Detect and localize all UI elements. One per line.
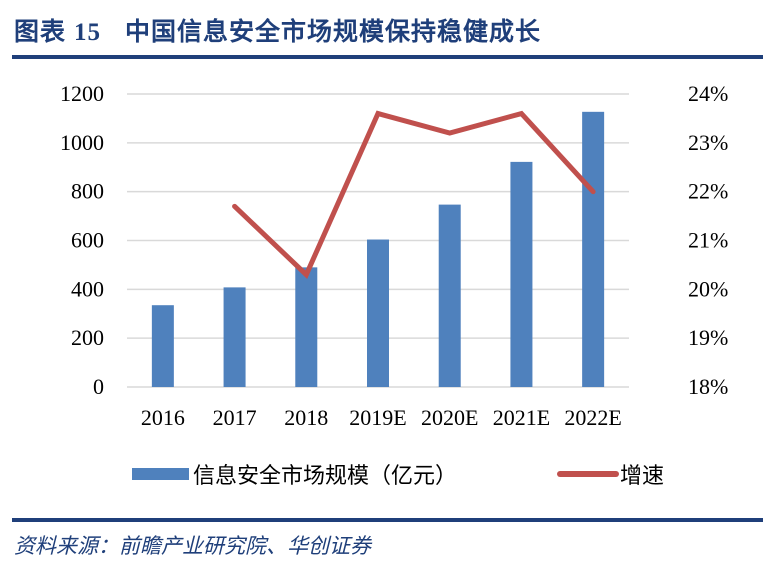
right-tick-label: 19%: [688, 325, 728, 350]
figure-title-text: 中国信息安全市场规模保持稳健成长: [125, 19, 542, 46]
source-rule: [12, 518, 763, 522]
right-tick-label: 18%: [688, 374, 728, 399]
legend-line-label: 增速: [620, 463, 664, 488]
x-tick-label: 2020E: [421, 405, 478, 430]
x-tick-label: 2022E: [564, 405, 621, 430]
figure-label: 图表: [14, 19, 67, 46]
right-tick-label: 20%: [688, 276, 728, 301]
source-note: 资料来源：前瞻产业研究院、华创证券: [14, 534, 371, 558]
x-tick-label: 2016: [141, 405, 185, 430]
title-rule: [12, 55, 763, 59]
figure-title: 图表 15 中国信息安全市场规模保持稳健成长: [14, 12, 541, 48]
bar: [367, 239, 389, 387]
bar: [510, 161, 533, 387]
line-series: [232, 110, 596, 279]
right-tick-label: 24%: [688, 81, 728, 106]
left-tick-label: 600: [71, 228, 104, 253]
legend-bar-label: 信息安全市场规模（亿元）: [193, 463, 457, 488]
bar-series: [151, 111, 605, 388]
combo-chart: 0 200 400 600 800 1000 1200 18% 19% 20% 21% 22% 23%…: [60, 81, 728, 488]
x-tick-label: 2021E: [493, 405, 550, 430]
right-axis: 18% 19% 20% 21% 22% 23% 24%: [688, 81, 728, 399]
right-tick-label: 23%: [688, 130, 728, 155]
left-axis: 0 200 400 600 800 1000 1200: [60, 81, 104, 399]
bar: [223, 287, 246, 387]
bar: [151, 305, 174, 387]
left-tick-label: 1200: [60, 81, 104, 106]
x-tick-label: 2017: [213, 405, 257, 430]
right-tick-label: 22%: [688, 179, 728, 204]
figure-number: 15: [74, 19, 102, 46]
bar: [295, 267, 318, 387]
left-tick-label: 800: [71, 179, 104, 204]
x-axis: 2016 2017 2018 2019E 2020E 2021E 2022E: [141, 405, 622, 430]
legend-bar-swatch: [132, 468, 189, 480]
left-tick-label: 400: [71, 276, 104, 301]
growth-line: [232, 110, 596, 279]
left-tick-label: 0: [93, 374, 104, 399]
bar: [438, 204, 461, 387]
x-tick-label: 2019E: [349, 405, 406, 430]
left-tick-label: 200: [71, 325, 104, 350]
right-tick-label: 21%: [688, 228, 728, 253]
bar: [582, 111, 605, 388]
x-tick-label: 2018: [284, 405, 328, 430]
left-tick-label: 1000: [60, 130, 104, 155]
legend: 信息安全市场规模（亿元） 增速: [132, 463, 664, 488]
